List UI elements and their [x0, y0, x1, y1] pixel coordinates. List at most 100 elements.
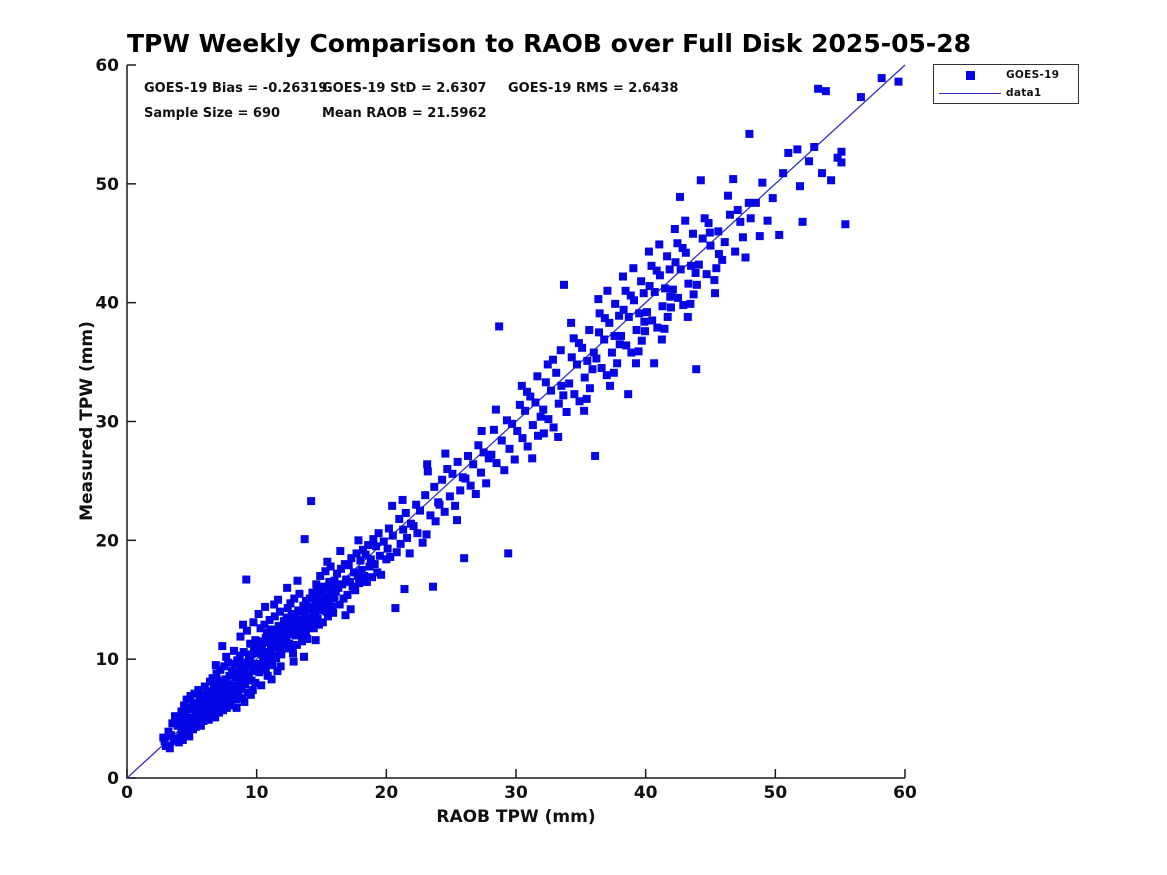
y-axis-label: Measured TPW (mm)	[77, 321, 97, 521]
scatter-point	[323, 612, 332, 621]
scatter-point	[283, 604, 292, 613]
scatter-point	[261, 665, 270, 674]
scatter-point	[609, 368, 618, 377]
scatter-point	[399, 525, 408, 534]
scatter-point	[548, 355, 557, 364]
scatter-point	[837, 147, 846, 156]
scatter-point	[624, 390, 633, 399]
scatter-point	[567, 353, 576, 362]
scatter-point	[500, 466, 509, 475]
scatter-point	[386, 552, 395, 561]
scatter-point	[689, 290, 698, 299]
scatter-point	[361, 550, 370, 559]
scatter-point	[239, 620, 248, 629]
scatter-point	[211, 713, 220, 722]
scatter-point	[208, 674, 217, 683]
scatter-point	[805, 157, 814, 166]
scatter-point	[683, 312, 692, 321]
scatter-point	[316, 571, 325, 580]
scatter-point	[621, 286, 630, 295]
scatter-point	[574, 339, 583, 348]
scatter-point	[567, 318, 576, 327]
legend-entry-data1: data1	[934, 85, 1078, 101]
scatter-point	[663, 252, 672, 261]
y-tick-label: 20	[95, 531, 119, 551]
scatter-point	[218, 642, 227, 651]
scatter-point	[423, 460, 432, 469]
scatter-point	[181, 711, 190, 720]
scatter-point	[653, 323, 662, 332]
scatter-point	[600, 335, 609, 344]
scatter-point	[365, 562, 374, 571]
scatter-point	[521, 406, 530, 415]
scatter-point	[647, 261, 656, 270]
scatter-point	[307, 602, 316, 611]
scatter-point	[559, 280, 568, 289]
scatter-point	[827, 176, 836, 185]
scatter-point	[629, 264, 638, 273]
scatter-point	[718, 255, 727, 264]
scatter-point	[453, 457, 462, 466]
scatter-point	[396, 539, 405, 548]
scatter-point	[570, 390, 579, 399]
scatter-point	[301, 627, 310, 636]
scatter-point	[502, 416, 511, 425]
scatter-point	[856, 93, 865, 102]
scatter-point	[409, 522, 418, 531]
scatter-point	[391, 604, 400, 613]
scatter-point	[482, 479, 491, 488]
x-tick-label: 60	[893, 783, 917, 803]
scatter-point	[585, 384, 594, 393]
scatter-point	[784, 148, 793, 157]
scatter-point	[257, 645, 266, 654]
scatter-point	[222, 652, 231, 661]
scatter-point	[304, 623, 313, 632]
scatter-point	[272, 653, 281, 662]
scatter-point	[326, 562, 335, 571]
scatter-point	[731, 247, 740, 256]
scatter-point	[343, 590, 352, 599]
scatter-point	[295, 589, 304, 598]
scatter-point	[286, 599, 295, 608]
scatter-point	[403, 533, 412, 542]
legend-square-marker-icon	[965, 70, 975, 80]
scatter-point	[678, 244, 687, 253]
scatter-point	[744, 198, 753, 207]
scatter-point	[745, 129, 754, 138]
scatter-point	[292, 640, 301, 649]
scatter-point	[251, 636, 260, 645]
legend: GOES-19 data1	[933, 64, 1079, 104]
legend-entry-goes19: GOES-19	[934, 67, 1078, 83]
scatter-point	[215, 676, 224, 685]
scatter-point	[384, 524, 393, 533]
scatter-point	[641, 327, 650, 336]
scatter-point	[477, 427, 486, 436]
scatter-point	[453, 516, 462, 525]
scatter-point	[405, 549, 414, 558]
scatter-point	[240, 697, 249, 706]
scatter-point	[894, 77, 903, 86]
y-tick-label: 40	[95, 294, 119, 314]
scatter-point	[398, 495, 407, 504]
scatter-point	[260, 652, 269, 661]
scatter-point	[346, 577, 355, 586]
scatter-point	[321, 567, 330, 576]
scatter-point	[775, 230, 784, 239]
scatter-point	[309, 624, 318, 633]
scatter-point	[622, 341, 631, 350]
scatter-point	[562, 407, 571, 416]
scatter-point	[572, 360, 581, 369]
scatter-point	[698, 234, 707, 243]
scatter-point	[435, 500, 444, 509]
scatter-point	[388, 501, 397, 510]
scatter-point	[360, 571, 369, 580]
legend-data1-label: data1	[1006, 87, 1042, 99]
scatter-point	[821, 87, 830, 96]
scatter-point	[686, 299, 695, 308]
scatter-point	[666, 292, 675, 301]
scatter-point	[327, 581, 336, 590]
scatter-point	[833, 153, 842, 162]
scatter-point	[585, 325, 594, 334]
scatter-point	[305, 594, 314, 603]
